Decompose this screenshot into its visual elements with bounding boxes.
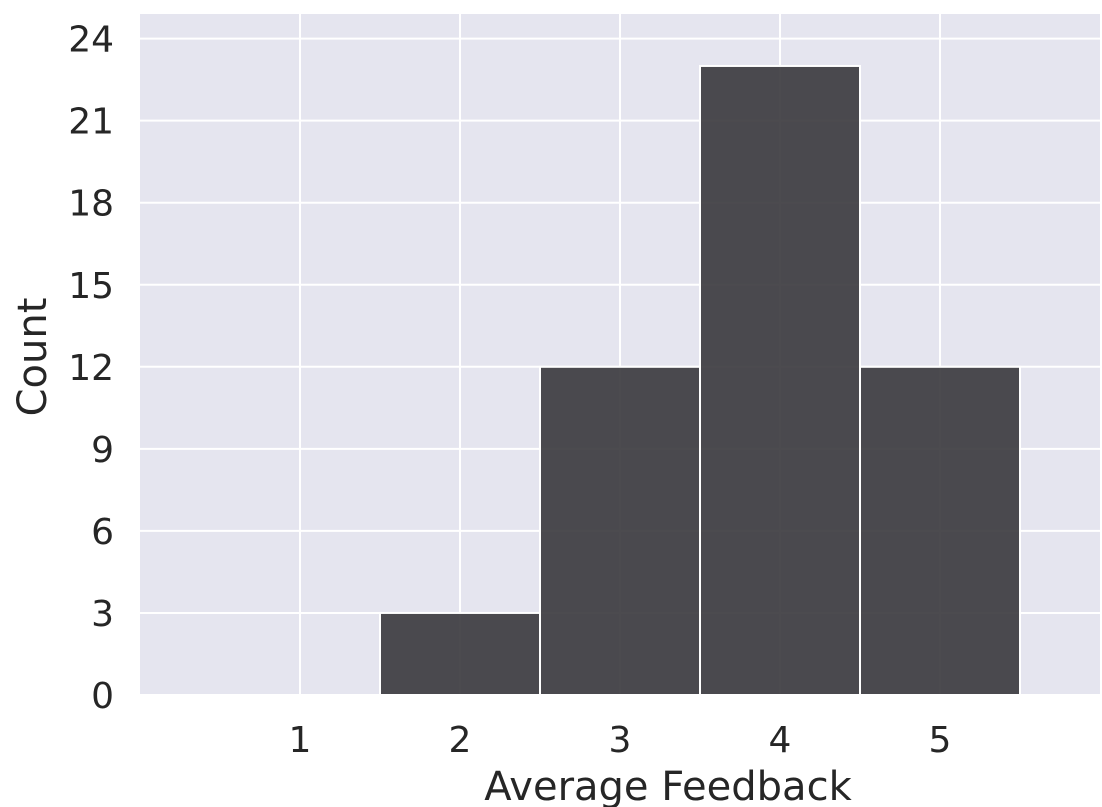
x-tick-label: 2: [449, 720, 472, 761]
x-tick-label: 3: [609, 720, 632, 761]
bars: [379, 64, 1021, 696]
y-tick-label: 9: [91, 430, 114, 471]
x-tick-label: 5: [929, 720, 952, 761]
x-tick-label: 1: [289, 720, 312, 761]
x-axis-ticks: 1 2 3 4 5: [289, 720, 952, 761]
y-tick-label: 3: [91, 594, 114, 635]
bar-5: [859, 365, 1021, 696]
y-tick-label: 21: [68, 102, 114, 143]
bar-4: [699, 64, 861, 696]
y-axis-ticks: 0 3 6 9 12 15 18 21 24: [68, 20, 114, 717]
y-tick-label: 0: [91, 676, 114, 717]
x-tick-label: 4: [769, 720, 792, 761]
y-tick-label: 24: [68, 20, 114, 61]
y-tick-label: 12: [68, 348, 114, 389]
y-tick-label: 6: [91, 512, 114, 553]
y-tick-label: 15: [68, 266, 114, 307]
bar-3: [539, 365, 701, 696]
y-tick-label: 18: [68, 184, 114, 225]
y-axis-label: Count: [10, 298, 56, 417]
x-axis-label: Average Feedback: [484, 764, 852, 807]
bar-2: [379, 611, 541, 696]
